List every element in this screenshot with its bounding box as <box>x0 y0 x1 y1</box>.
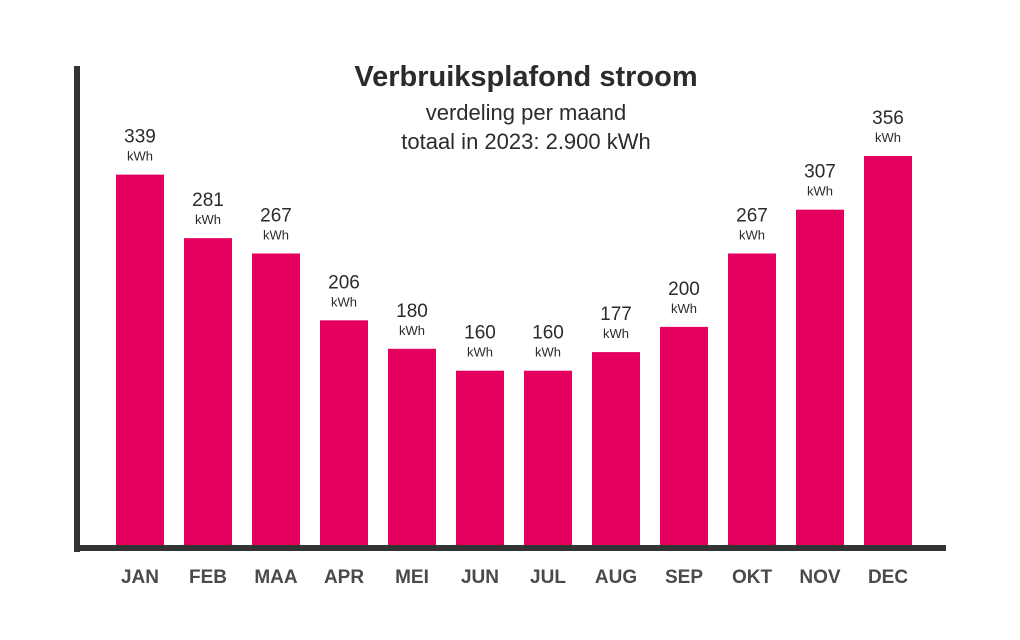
data-label-unit-aug: kWh <box>603 326 629 341</box>
data-label-unit-jan: kWh <box>127 149 153 164</box>
data-label-nov: 307 <box>804 162 836 183</box>
bar-okt <box>728 253 776 546</box>
x-tick-label-dec: DEC <box>868 567 908 588</box>
x-axis <box>74 545 946 551</box>
data-label-unit-mei: kWh <box>399 323 425 338</box>
x-tick-label-jan: JAN <box>121 567 159 588</box>
bar-feb <box>184 238 232 547</box>
bar-maa <box>252 253 300 546</box>
x-tick-label-jun: JUN <box>461 567 499 588</box>
bar-dec <box>864 156 912 546</box>
x-tick-label-okt: OKT <box>732 567 773 588</box>
x-tick-label-jul: JUL <box>530 567 566 588</box>
x-tick-label-aug: AUG <box>595 567 637 588</box>
data-label-jul: 160 <box>532 323 564 344</box>
data-label-unit-maa: kWh <box>263 228 289 243</box>
data-label-unit-sep: kWh <box>671 301 697 316</box>
data-label-unit-okt: kWh <box>739 228 765 243</box>
chart-subtitle-line-2: totaal in 2023: 2.900 kWh <box>401 129 651 154</box>
x-tick-label-maa: MAA <box>254 567 298 588</box>
data-label-unit-feb: kWh <box>195 212 221 227</box>
data-label-aug: 177 <box>600 304 632 325</box>
x-tick-label-sep: SEP <box>665 567 703 588</box>
data-label-okt: 267 <box>736 206 768 227</box>
data-label-feb: 281 <box>192 190 224 211</box>
chart-subtitle-line-1: verdeling per maand <box>426 100 627 125</box>
data-label-unit-jul: kWh <box>535 345 561 360</box>
data-label-unit-nov: kWh <box>807 184 833 199</box>
data-label-unit-apr: kWh <box>331 294 357 309</box>
bar-apr <box>320 320 368 546</box>
data-label-jan: 339 <box>124 127 156 148</box>
chart-title: Verbruiksplafond stroom <box>354 61 697 93</box>
bar-jul <box>524 370 572 546</box>
x-tick-label-feb: FEB <box>189 567 227 588</box>
x-tick-label-nov: NOV <box>799 567 841 588</box>
bar-sep <box>660 326 708 546</box>
bar-jan <box>116 174 164 546</box>
y-axis <box>74 66 80 552</box>
data-label-maa: 267 <box>260 206 292 227</box>
bars-group: 339kWhJAN281kWhFEB267kWhMAA206kWhAPR180k… <box>116 108 912 588</box>
bar-nov <box>796 209 844 546</box>
data-label-sep: 200 <box>668 279 700 300</box>
bar-aug <box>592 352 640 546</box>
x-tick-label-apr: APR <box>324 567 364 588</box>
data-label-apr: 206 <box>328 272 360 293</box>
data-label-unit-jun: kWh <box>467 345 493 360</box>
data-label-dec: 356 <box>872 108 904 129</box>
bar-mei <box>388 348 436 546</box>
bar-jun <box>456 370 504 546</box>
data-label-jun: 160 <box>464 323 496 344</box>
x-tick-label-mei: MEI <box>395 567 429 588</box>
data-label-mei: 180 <box>396 301 428 322</box>
data-label-unit-dec: kWh <box>875 130 901 145</box>
